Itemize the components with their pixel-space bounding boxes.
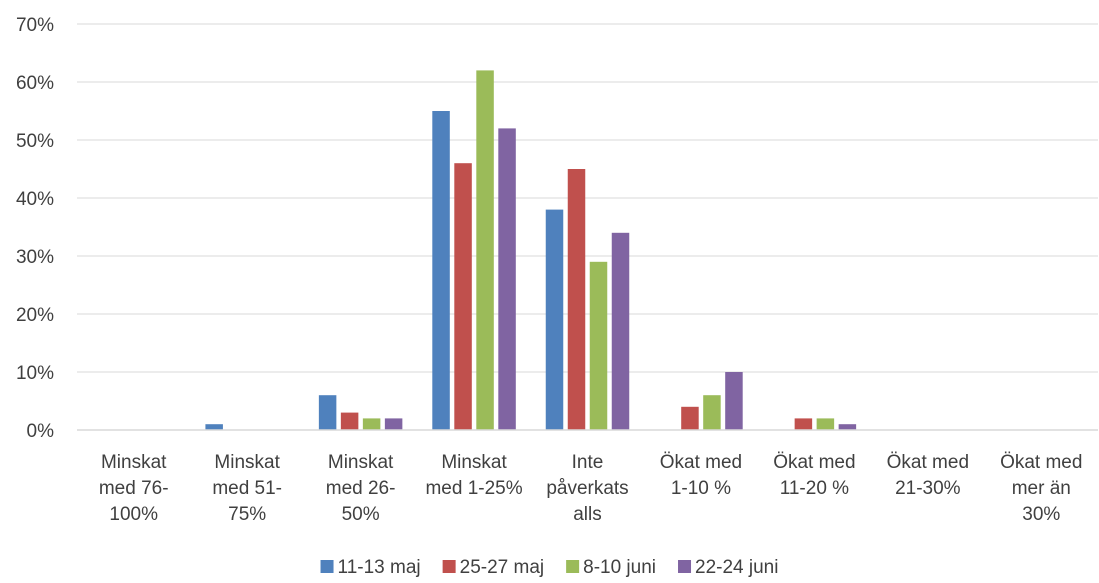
x-tick-label: Inte påverkats alls [546, 452, 628, 525]
y-tick-label: 70% [16, 15, 54, 36]
bar [567, 169, 586, 430]
x-tick-label: Ökat med 21-30% [887, 452, 969, 499]
bar [318, 395, 337, 430]
bar [725, 372, 743, 430]
y-tick-label: 40% [16, 189, 54, 210]
bar [498, 128, 516, 430]
x-tick-label: Minskat med 76-100% [99, 452, 169, 525]
legend: 11-13 maj 25-27 maj 8-10 juni 22-24 juni [320, 557, 778, 578]
y-tick-label: 50% [16, 131, 54, 152]
bar [384, 418, 403, 430]
bar [476, 70, 494, 431]
x-tick-label: Minskat med 51-75% [212, 452, 282, 525]
y-tick-label: 30% [16, 247, 54, 268]
legend-item: 11-13 maj [320, 557, 421, 578]
legend-item: 25-27 maj [442, 557, 545, 578]
x-tick-label: Ökat med mer än 30% [1000, 452, 1082, 525]
gridlines [77, 23, 1098, 373]
x-tick-label: Ökat med 11-20 % [773, 452, 855, 499]
legend-label: 8-10 juni [583, 557, 656, 578]
bar [816, 418, 835, 430]
legend-swatch [678, 560, 692, 573]
bar [703, 395, 721, 430]
bar [340, 412, 359, 430]
y-tick-label: 0% [27, 421, 55, 442]
bar [838, 424, 857, 430]
x-axis: Minskat med 76-100% Minskat med 51-75% Minsk… [77, 429, 1098, 525]
x-tick-label: Ökat med 1-10 % [660, 452, 742, 499]
bar [362, 418, 381, 430]
y-tick-label: 10% [16, 363, 54, 384]
bar [432, 111, 450, 430]
x-tick-label: Minskat med 1-25% [425, 452, 522, 499]
bar [205, 424, 223, 430]
bar [589, 261, 608, 430]
legend-swatch [442, 560, 456, 573]
y-tick-label: 60% [16, 73, 54, 94]
y-axis-tick-labels: 0% 10% 20% 30% 40% 50% 60% 70% [16, 15, 54, 442]
legend-label: 25-27 maj [460, 557, 545, 578]
legend-label: 22-24 juni [695, 557, 778, 578]
legend-swatch [566, 560, 580, 573]
y-tick-label: 20% [16, 305, 54, 326]
bars [205, 70, 857, 431]
bar [681, 406, 699, 430]
legend-item: 22-24 juni [678, 557, 778, 578]
legend-item: 8-10 juni [566, 557, 656, 578]
x-tick-label: Minskat med 26-50% [326, 452, 396, 525]
legend-label: 11-13 maj [338, 557, 421, 578]
bar [794, 418, 813, 430]
bar [454, 163, 472, 430]
legend-swatch [320, 560, 334, 573]
bar [545, 209, 564, 430]
bar [611, 232, 630, 430]
